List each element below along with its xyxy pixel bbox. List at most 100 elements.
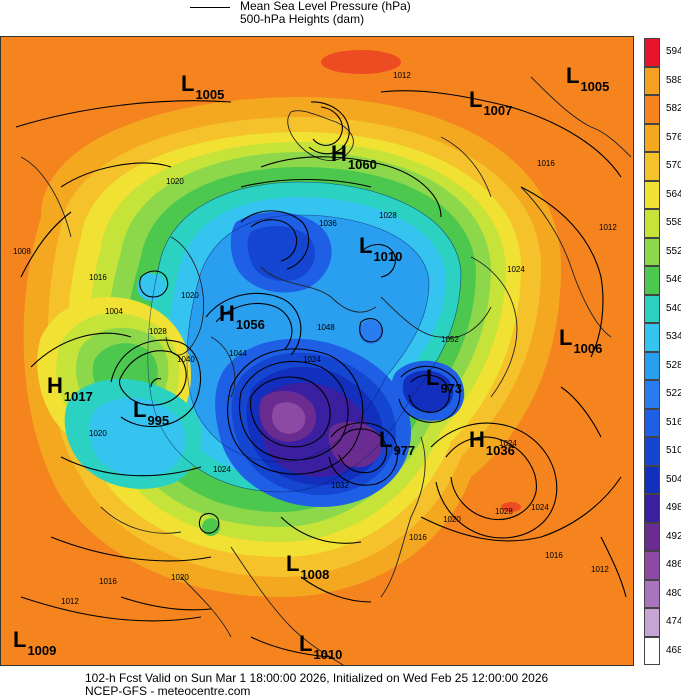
pressure-low-label: L1005 [566,63,610,95]
pressure-low-label: L995 [133,397,170,429]
colorbar-swatch [644,522,660,551]
pressure-high-label: H1060 [331,141,377,173]
field-492-east [328,421,383,468]
colorbar-label: 588 [666,74,681,86]
legend-mslp-label: Mean Sea Level Pressure (hPa) [240,0,411,13]
pressure-low-label: L977 [379,427,416,459]
field-486 [272,402,306,434]
colorbar-swatch [644,152,660,181]
isobar-label: 1012 [591,565,609,574]
isobar-label: 1016 [537,159,555,168]
colorbar-swatch [644,437,660,466]
height-colorbar: 594 588 582 576 570 564 558 552 546 540 534 528 522 5… [644,38,681,666]
colorbar-label: 570 [666,160,681,171]
colorbar-swatch [644,95,660,124]
colorbar-swatch [644,494,660,523]
isobar-label: 1024 [499,439,517,448]
isobar-label: 1012 [599,223,617,232]
height-contours [147,181,462,493]
colorbar-label: 534 [666,331,681,342]
colorbar-label: 498 [666,502,681,513]
map-field [1,37,633,665]
pressure-low-label: L1005 [181,71,225,103]
colorbar-swatch [644,380,660,409]
pressure-low-label: L973 [426,365,463,397]
map-legend: Mean Sea Level Pressure (hPa) 500-hPa He… [190,0,510,30]
colorbar-swatch [644,636,660,665]
colorbar-label: 474 [666,616,681,627]
colorbar-swatch [644,123,660,152]
isobar-label: 1040 [177,355,195,364]
colorbar-label: 552 [666,245,681,257]
isobar-label: 1036 [319,219,337,228]
isobar-label: 1012 [61,597,79,606]
colorbar-swatch [644,608,660,637]
isobar-label: 1020 [171,573,189,582]
colorbar-swatch [644,294,660,323]
colorbar-swatch [644,323,660,352]
isobar-label: 1024 [213,465,231,474]
pressure-high-label: H1036 [469,427,515,459]
colorbar-swatch [644,66,660,95]
colorbar-swatch [644,408,660,437]
isobar-label: 1020 [166,177,184,186]
colorbar-label: 594 [666,46,681,57]
colorbar-swatch [644,579,660,608]
pressure-low-label: L1010 [299,631,343,663]
isobar-label: 1012 [393,71,411,80]
isobar-label: 1024 [303,355,321,364]
field-546-cutoff [202,518,220,536]
isobars [15,90,627,658]
isobar-label: 1016 [409,533,427,542]
isobar-label: 1008 [13,247,31,256]
field-510-north [247,225,316,282]
colorbar-swatch [644,266,660,295]
field-504-east [402,370,454,413]
weather-map: L1005 L1007 L1005 H1060 L1010 H1056 L100… [0,36,634,666]
isobar-label: 1020 [181,291,199,300]
field-594-high [321,50,401,74]
colorbar-swatch [644,465,660,494]
isobar-label: 1032 [331,481,349,490]
pressure-low-label: L1007 [469,87,513,119]
isobar-label: 1020 [443,515,461,524]
source-credit-text: NCEP-GFS - meteocentre.com [85,684,251,698]
field-588-spot [501,502,521,512]
colorbar-label: 510 [666,445,681,456]
pressure-high-label: H1017 [47,373,93,405]
colorbar-label: 468 [666,644,681,656]
colorbar-swatch [644,209,660,238]
colorbar-label: 486 [666,559,681,570]
colorbar-label: 558 [666,217,681,228]
colorbar-swatch [644,180,660,209]
isobar-label: 1028 [149,327,167,336]
colorbar-swatch [644,38,660,67]
isobar-label: 1044 [229,349,247,358]
colorbar-swatch [644,237,660,266]
pressure-high-label: H1056 [219,301,265,333]
colorbar-label: 480 [666,587,681,599]
legend-heights-label: 500-hPa Heights (dam) [240,12,365,26]
colorbar-label: 540 [666,302,681,314]
isobar-label: 1052 [441,335,459,344]
isobar-label: 1016 [99,577,117,586]
colorbar-label: 528 [666,359,681,371]
colorbar-label: 504 [666,473,681,485]
forecast-validity-text: 102-h Fcst Valid on Sun Mar 1 18:00:00 2… [85,671,549,685]
field-522-cutoff [359,320,383,344]
pressure-low-label: L1009 [13,627,57,659]
field-534-sw [89,397,186,477]
colorbar-label: 582 [666,103,681,114]
isobar-label: 1016 [89,273,107,282]
colorbar-label: 576 [666,131,681,143]
isobar-label: 1004 [105,307,123,316]
isobar-label: 1020 [89,429,107,438]
isobar-label: 1024 [531,503,549,512]
isobar-label: 1016 [545,551,563,560]
pressure-low-label: L1006 [559,325,603,357]
pressure-low-label: L1008 [286,551,330,583]
isobar-line-sample [190,7,230,8]
isobar-label: 1024 [507,265,525,274]
colorbar-label: 516 [666,416,681,428]
pressure-low-label: L1010 [359,233,403,265]
